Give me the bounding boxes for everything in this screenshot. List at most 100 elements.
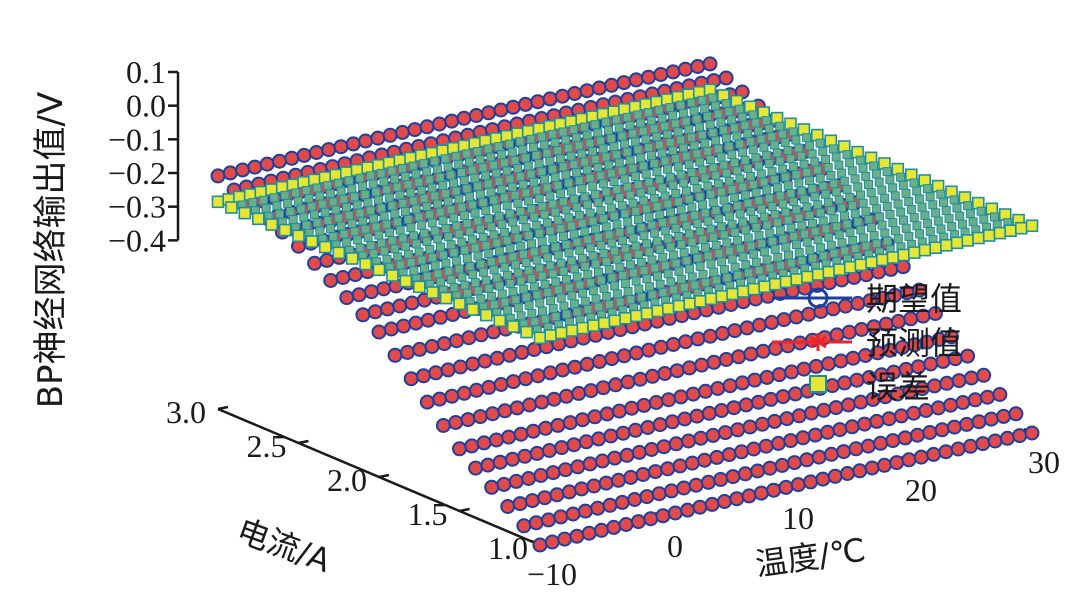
expected-point [469,382,484,398]
error-point [861,171,871,181]
error-point [711,206,721,215]
error-point [676,170,686,180]
error-point [387,166,397,176]
error-point [318,240,332,254]
error-point [681,116,691,126]
error-point [497,185,507,194]
error-point [446,170,456,180]
error-point [633,145,643,155]
error-point [503,305,513,315]
error-point [815,208,825,218]
expected-point [627,492,643,507]
error-point [580,262,590,271]
error-point [519,249,528,259]
error-point [489,160,499,170]
error-point [502,201,512,211]
expected-point [751,394,766,410]
error-point [620,279,630,288]
error-point [764,159,774,168]
error-point [604,265,614,275]
error-point [524,266,534,276]
error-point [756,134,766,144]
x-tick-label: 10 [782,500,814,536]
expected-point [677,61,693,77]
error-point [906,205,916,215]
error-point [778,129,787,139]
error-point [767,132,777,142]
error-point [612,254,622,264]
z-axis-label: BP神经网络输出值/V [31,92,71,409]
error-point [470,173,480,183]
error-point [682,186,691,196]
error-point [408,196,418,206]
error-point [778,234,788,244]
error-point [438,250,448,260]
z-tick-label: 0.0 [126,88,166,124]
error-point [470,278,480,288]
error-point [738,147,747,157]
error-point [746,206,756,216]
error-point [625,225,635,235]
error-point [484,249,494,259]
error-point [497,254,507,264]
error-point [794,143,804,153]
error-point [590,189,600,199]
error-point [441,189,450,199]
error-point [1025,219,1039,233]
expected-point [850,295,866,311]
expected-point [702,328,718,344]
error-point [807,149,817,159]
error-point [637,292,646,302]
error-point [639,266,649,275]
error-point [767,167,777,177]
error-point [829,248,839,258]
error-point [556,223,566,233]
error-point [529,142,539,152]
error-point [451,151,461,161]
error-point [379,177,389,186]
error-point [639,161,648,171]
expected-point [700,474,716,490]
expected-point [946,419,962,435]
expected-point [335,270,351,285]
error-point [651,304,665,318]
error-point [261,203,271,213]
error-point [818,146,828,156]
error-point [786,223,796,233]
error-point [660,261,670,271]
error-point [578,288,588,298]
error-point [565,324,579,337]
expected-point [488,432,504,448]
error-point [596,240,606,250]
error-point [748,145,758,155]
error-point [468,270,478,280]
expected-point [549,487,565,503]
error-point [620,209,630,219]
expected-point [804,405,819,421]
error-point [489,265,499,275]
error-point [660,121,670,131]
error-point [652,236,662,246]
error-point [936,189,946,199]
error-point [679,178,689,188]
expected-point [395,124,410,140]
error-point [494,246,504,256]
expected-point [333,139,349,155]
error-point [719,125,729,135]
expected-point [615,425,631,441]
expected-point [595,380,611,396]
expected-point [751,317,767,333]
error-point [563,143,573,153]
error-point [411,169,421,179]
expected-point [828,400,844,416]
error-point [788,127,798,137]
error-point [601,152,611,162]
expected-point [766,482,782,498]
error-point [395,225,405,235]
error-point [583,235,593,245]
expected-point [676,480,692,496]
error-point [449,248,459,258]
error-layer [211,83,1039,345]
expected-point [554,440,570,456]
expected-point [591,80,607,96]
